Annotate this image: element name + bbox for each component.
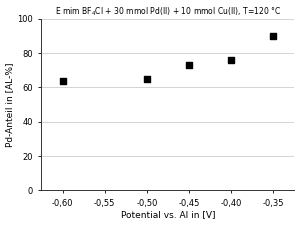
Y-axis label: Pd-Anteil in [AL-%]: Pd-Anteil in [AL-%] (6, 62, 15, 147)
Point (271, 34, 276, 38)
Point (60, 79, 65, 82)
Point (187, 63, 191, 67)
Title: E mim BF$_4$Cl + 30 mmol Pd(II) + 10 mmol Cu(II), T=120 °C: E mim BF$_4$Cl + 30 mmol Pd(II) + 10 mmo… (55, 6, 281, 18)
Point (229, 58, 234, 62)
Point (144, 77, 149, 81)
X-axis label: Potential vs. Al in [V]: Potential vs. Al in [V] (121, 210, 215, 219)
